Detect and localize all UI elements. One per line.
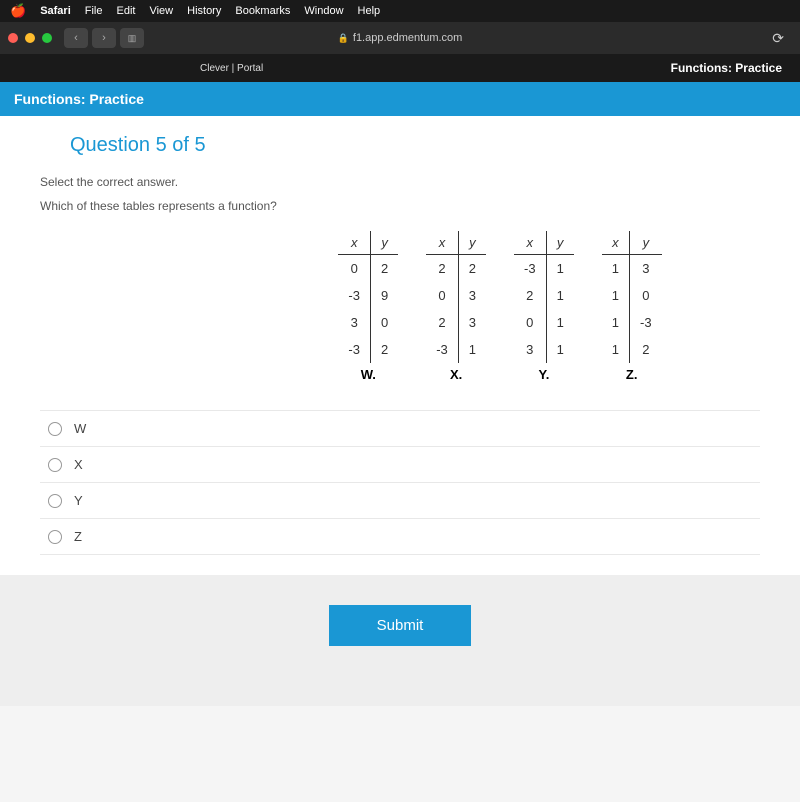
menubar-history[interactable]: History [187, 5, 221, 17]
option-z-label: Z [74, 529, 82, 544]
tables-container: xy 02 -39 30 -32 W. xy 22 03 23 -31 X. x… [240, 231, 760, 382]
menubar-file[interactable]: File [85, 5, 103, 17]
tab-bar: Clever | Portal Functions: Practice [0, 54, 800, 82]
menubar-window[interactable]: Window [304, 5, 343, 17]
option-z[interactable]: Z [40, 519, 760, 555]
table-x-label: X. [426, 367, 486, 382]
forward-button[interactable]: › [92, 28, 116, 48]
submit-button[interactable]: Submit [329, 605, 472, 646]
tab-functions[interactable]: Functions: Practice [671, 61, 800, 75]
browser-toolbar: ‹ › ▥ 🔒 f1.app.edmentum.com ⟳ [0, 22, 800, 54]
option-w-label: W [74, 421, 86, 436]
table-y: xy -31 21 01 31 Y. [514, 231, 574, 382]
option-w[interactable]: W [40, 410, 760, 447]
question-content: Question 5 of 5 Select the correct answe… [0, 116, 800, 575]
radio-y[interactable] [48, 494, 62, 508]
menubar-edit[interactable]: Edit [117, 5, 136, 17]
page-header: Functions: Practice [0, 82, 800, 116]
back-button[interactable]: ‹ [64, 28, 88, 48]
option-x-label: X [74, 457, 83, 472]
menubar-help[interactable]: Help [358, 5, 381, 17]
menubar-app[interactable]: Safari [40, 5, 71, 17]
table-z-label: Z. [602, 367, 662, 382]
submit-area: Submit [0, 575, 800, 706]
question-text: Which of these tables represents a funct… [40, 199, 760, 213]
apple-logo-icon: 🍎 [10, 3, 26, 19]
window-controls [8, 33, 52, 43]
url-text: f1.app.edmentum.com [353, 32, 462, 44]
table-w-label: W. [338, 367, 398, 382]
tab-clever[interactable]: Clever | Portal [200, 63, 263, 74]
option-x[interactable]: X [40, 447, 760, 483]
menubar-view[interactable]: View [149, 5, 173, 17]
macos-menubar: 🍎 Safari File Edit View History Bookmark… [0, 0, 800, 22]
option-y[interactable]: Y [40, 483, 760, 519]
sidebar-button[interactable]: ▥ [120, 28, 144, 48]
lock-icon: 🔒 [338, 33, 349, 44]
radio-x[interactable] [48, 458, 62, 472]
instruction-text: Select the correct answer. [40, 175, 760, 189]
address-bar[interactable]: 🔒 f1.app.edmentum.com [338, 32, 463, 44]
table-x: xy 22 03 23 -31 X. [426, 231, 486, 382]
refresh-button[interactable]: ⟳ [772, 30, 784, 47]
table-z: xy 13 10 1-3 12 Z. [602, 231, 662, 382]
answer-options: W X Y Z [40, 410, 760, 555]
table-w: xy 02 -39 30 -32 W. [338, 231, 398, 382]
menubar-bookmarks[interactable]: Bookmarks [235, 5, 290, 17]
radio-w[interactable] [48, 422, 62, 436]
table-y-label: Y. [514, 367, 574, 382]
page-title: Functions: Practice [14, 91, 144, 107]
close-window-button[interactable] [8, 33, 18, 43]
radio-z[interactable] [48, 530, 62, 544]
nav-buttons: ‹ › ▥ [64, 28, 144, 48]
option-y-label: Y [74, 493, 83, 508]
question-number: Question 5 of 5 [70, 134, 760, 157]
maximize-window-button[interactable] [42, 33, 52, 43]
minimize-window-button[interactable] [25, 33, 35, 43]
